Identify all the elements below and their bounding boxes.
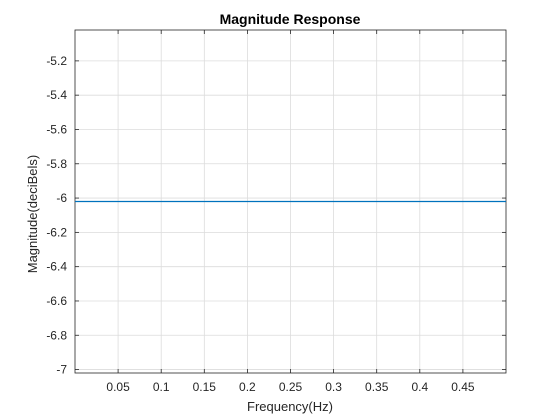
x-tick-label: 0.4 xyxy=(411,380,428,394)
y-tick-label: -7 xyxy=(56,363,67,377)
y-tick-label: -5.8 xyxy=(46,157,67,171)
chart-title: Magnitude Response xyxy=(220,11,361,27)
y-tick-label: -6 xyxy=(56,191,67,205)
y-tick-label: -6.2 xyxy=(46,225,67,239)
x-axis-label: Frequency(Hz) xyxy=(247,399,333,414)
x-tick-label: 0.25 xyxy=(279,380,303,394)
x-tick-label: 0.2 xyxy=(239,380,256,394)
y-tick-label: -5.2 xyxy=(46,54,67,68)
x-tick-label: 0.3 xyxy=(325,380,342,394)
x-tick-label: 0.1 xyxy=(153,380,170,394)
y-axis-label: Magnitude(deciBels) xyxy=(25,155,40,274)
y-tick-label: -6.6 xyxy=(46,294,67,308)
y-tick-label: -5.4 xyxy=(46,88,67,102)
x-tick-label: 0.35 xyxy=(365,380,389,394)
x-tick-label: 0.45 xyxy=(451,380,475,394)
x-tick-label: 0.15 xyxy=(193,380,217,394)
y-tick-label: -5.6 xyxy=(46,122,67,136)
y-tick-label: -6.8 xyxy=(46,328,67,342)
grid xyxy=(75,30,506,373)
axis-ticks: 0.05 0.1 0.15 0.2 0.25 0.3 0.35 0.4 0.45 -5.2 -5.4… xyxy=(46,30,506,394)
y-tick-label: -6.4 xyxy=(46,260,67,274)
x-tick-label: 0.05 xyxy=(106,380,130,394)
